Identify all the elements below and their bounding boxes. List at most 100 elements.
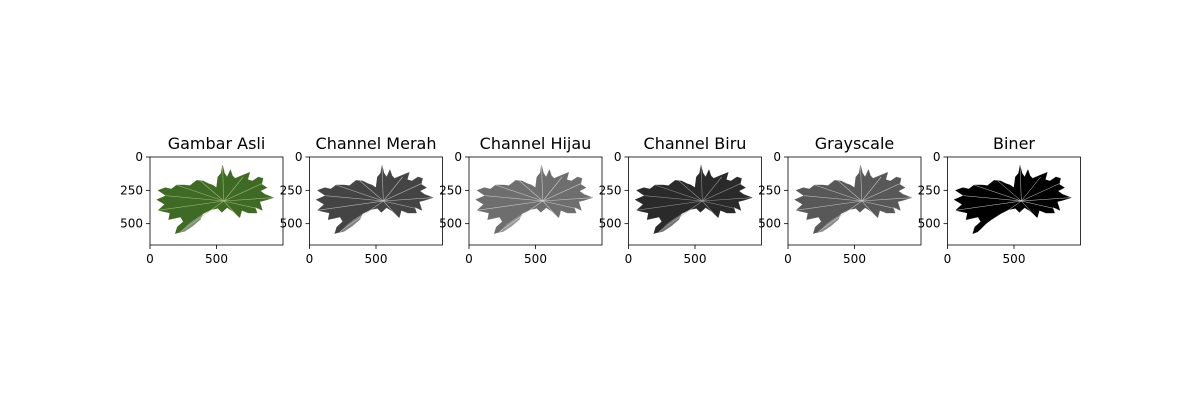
leaf-vein [499,200,543,232]
leaf-shadow [494,213,523,234]
leaf-vein [977,200,1022,232]
leaf-vein [484,195,543,202]
y-tick-label: 250 [758,183,781,197]
leaf-vein [702,176,722,202]
y-tick-label: 0 [454,150,462,164]
x-tick-label: 500 [843,252,866,266]
leaf-vein [359,180,384,202]
subplot-grayscale: Grayscale 0 500 0 250 500 [758,134,922,266]
y-tick-label: 500 [599,217,622,231]
leaf-vein [495,184,543,202]
x-tick-label: 0 [625,252,633,266]
subplot-title: Gambar Asli [168,134,266,153]
y-tick-label: 0 [933,150,941,164]
subplot-channel-merah: Channel Merah 0 500 0 250 500 [280,134,443,266]
y-tick-label: 500 [280,217,303,231]
x-tick-label: 0 [146,252,154,266]
leaf-vein [223,183,262,202]
y-tick-label: 500 [439,217,462,231]
leaf-vein [165,195,224,202]
x-tick-label: 0 [784,252,792,266]
subplot-gambar-asli: Gambar Asli 0 500 0 250 500 [120,134,284,266]
x-tick-label: 500 [365,252,388,266]
leaf-vein [381,164,384,202]
leaf-vein [180,200,224,232]
leaf-vein [325,195,384,202]
leaf-vein [383,183,422,202]
y-tick-label: 0 [295,150,303,164]
leaf-vein [702,183,741,202]
leaf-vein [644,195,703,202]
leaf-vein [541,164,544,202]
leaf-vein [702,200,738,210]
leaf-vein [223,197,274,202]
x-tick-label: 0 [306,252,314,266]
y-tick-label: 0 [614,150,622,164]
leaf-vein [383,200,398,217]
leaf-vein [1021,183,1060,202]
subplot-title: Channel Merah [316,134,437,153]
leaf-vein [955,200,1022,211]
subplot-channel-biru: Channel Biru 0 500 0 250 500 [599,134,762,266]
y-tick-label: 500 [758,217,781,231]
leaf-vein [814,184,862,202]
leaf-vein [542,200,579,210]
leaf-vein [383,200,419,210]
subplot-channel-hijau: Channel Hijau 0 500 0 250 500 [439,134,603,266]
leaf-vein [700,164,703,202]
leaf-vein [702,200,717,217]
leaf-vein [795,200,862,211]
leaf-shadow [175,213,204,234]
leaf-vein [658,200,703,232]
leaf-vein [1021,200,1057,210]
leaf-image [475,164,594,234]
y-tick-label: 0 [135,150,143,164]
y-tick-label: 500 [918,217,941,231]
x-tick-label: 500 [205,252,228,266]
x-tick-label: 0 [465,252,473,266]
leaf-image [953,164,1072,234]
leaf-vein [861,197,912,202]
x-tick-label: 500 [1003,252,1026,266]
leaf-vein [1021,176,1041,202]
leaf-vein [818,200,862,232]
leaf-vein [861,200,898,210]
leaf-vein [861,176,882,202]
subplot-title: Biner [993,134,1035,153]
leaf-vein [963,195,1022,202]
leaf-shadow [813,213,842,234]
leaf-vein [383,197,433,202]
y-tick-label: 500 [120,217,143,231]
y-tick-label: 250 [120,183,143,197]
leaf-image [315,164,434,234]
leaf-vein [803,195,862,202]
leaf-vein [542,183,581,202]
y-tick-label: 250 [599,183,622,197]
leaf-vein [383,176,403,202]
leaf-vein [157,200,224,211]
leaf-vein [476,200,543,211]
leaf-vein [655,184,703,202]
leaf-vein [542,176,563,202]
leaf-vein [339,200,384,232]
leaf-vein [636,200,703,211]
leaf-vein [317,200,384,211]
leaf-vein [860,164,863,202]
leaf-vein [542,200,558,217]
subplot-title: Grayscale [815,134,894,153]
leaf-shadow [334,213,363,234]
subplot-title: Channel Hijau [480,134,592,153]
leaf-vein [1021,200,1036,217]
leaf-vein [223,200,260,210]
leaf-shadow [653,213,682,234]
leaf-vein [222,164,225,202]
leaf-vein [176,184,224,202]
subplot-biner: Biner 0 500 0 250 500 [918,134,1081,266]
subplot-title: Channel Biru [644,134,747,153]
leaf-vein [702,197,752,202]
leaf-vein [1021,197,1071,202]
y-tick-label: 0 [773,150,781,164]
y-tick-label: 250 [439,183,462,197]
leaf-vein [519,180,544,202]
